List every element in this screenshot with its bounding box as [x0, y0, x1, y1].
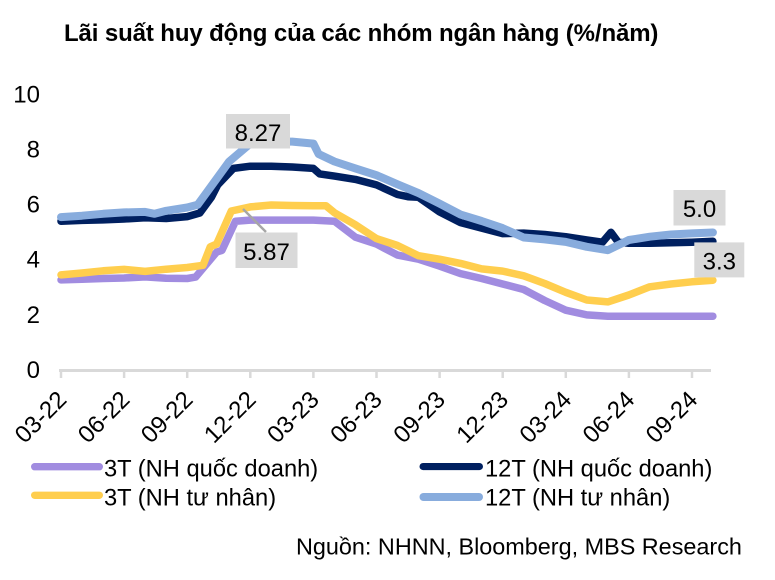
- svg-text:12T (NH tư nhân): 12T (NH tư nhân): [485, 485, 670, 511]
- svg-text:5.87: 5.87: [243, 239, 290, 266]
- svg-text:5.0: 5.0: [683, 196, 716, 223]
- svg-text:Lãi suất huy động của các nhóm: Lãi suất huy động của các nhóm ngân hàng…: [64, 20, 658, 47]
- svg-text:3T (NH quốc doanh): 3T (NH quốc doanh): [104, 456, 318, 482]
- svg-text:2: 2: [27, 302, 40, 329]
- svg-text:8.27: 8.27: [235, 120, 282, 147]
- svg-text:6: 6: [27, 192, 40, 219]
- svg-text:8: 8: [27, 137, 40, 164]
- svg-text:12T (NH quốc doanh): 12T (NH quốc doanh): [485, 456, 712, 482]
- svg-text:4: 4: [27, 247, 40, 274]
- svg-text:10: 10: [13, 82, 40, 109]
- svg-text:3T (NH tư nhân): 3T (NH tư nhân): [104, 485, 276, 511]
- svg-text:3.3: 3.3: [703, 248, 736, 275]
- svg-text:Nguồn: NHNN, Bloomberg, MBS Re: Nguồn: NHNN, Bloomberg, MBS Research: [296, 534, 742, 560]
- svg-text:0: 0: [27, 357, 40, 384]
